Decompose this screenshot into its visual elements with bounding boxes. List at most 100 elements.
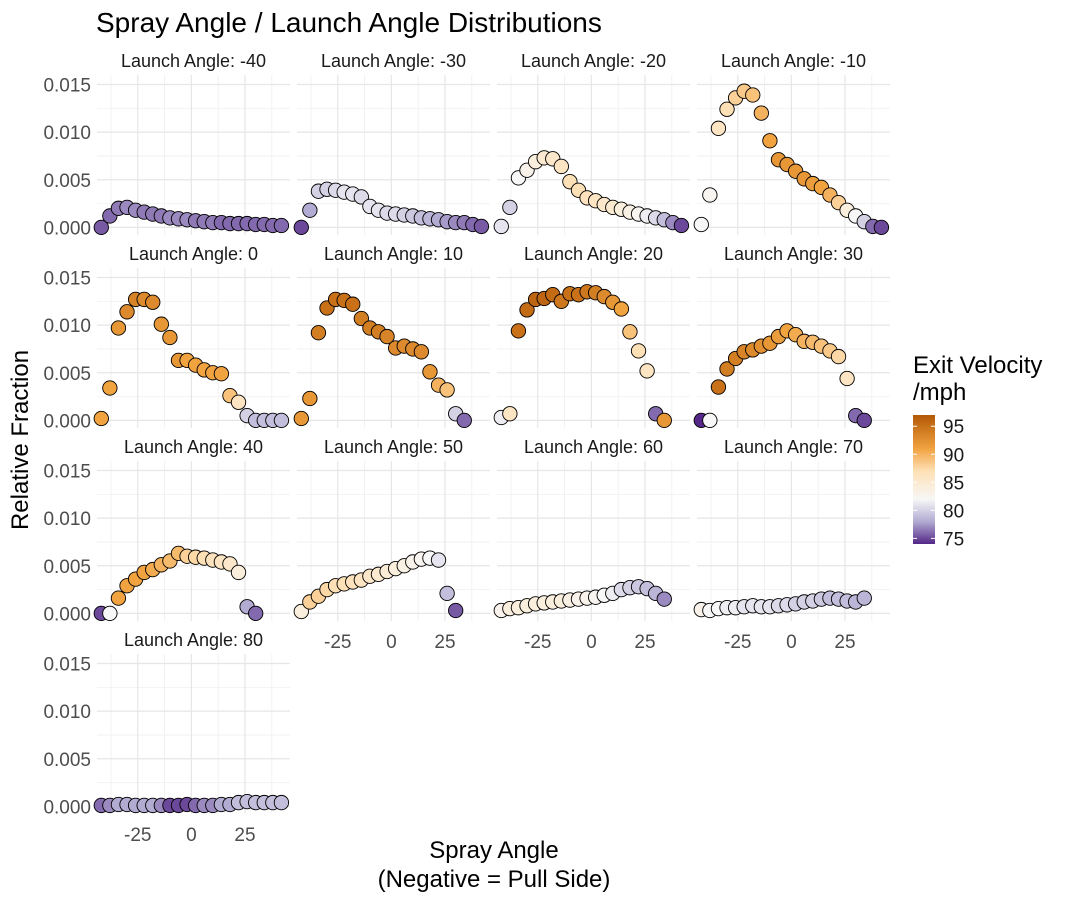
- facet-label: Launch Angle: 80: [124, 630, 263, 650]
- y-tick-label: 0.005: [43, 557, 91, 578]
- x-axis-label: Spray Angle (Negative = Pull Side): [378, 837, 611, 893]
- facet-panel: Launch Angle: 20: [493, 244, 690, 429]
- x-tick-label: -25: [524, 632, 551, 653]
- facet-label: Launch Angle: 20: [524, 244, 663, 264]
- facet-panel: Launch Angle: 80 0.000 0.005 0.010 0.015 -25 0…: [43, 630, 290, 846]
- data-point: [110, 590, 127, 606]
- y-tick-label: 0.015: [43, 655, 91, 676]
- data-point: [839, 370, 855, 387]
- y-tick-label: 0.010: [43, 509, 91, 530]
- y-tick-label: 0.000: [43, 604, 91, 625]
- legend: Exit Velocity/mph 95 90 85 80 75: [913, 352, 1042, 550]
- data-point: [310, 325, 327, 341]
- data-point: [510, 323, 527, 339]
- facet-label: Launch Angle: -10: [721, 51, 866, 71]
- facet-panel: Launch Angle: 60 -25 0 25: [493, 437, 690, 653]
- y-tick-label: 0.010: [43, 123, 91, 144]
- data-point: [162, 329, 178, 346]
- facet-panel: Launch Angle: -30: [293, 51, 490, 236]
- data-point: [673, 217, 690, 234]
- data-point: [448, 602, 464, 619]
- legend-tick-label: 75: [943, 529, 964, 550]
- y-tick-label: 0.005: [43, 750, 91, 771]
- x-tick-label: 0: [786, 632, 797, 653]
- data-point: [422, 364, 438, 380]
- data-point: [702, 187, 718, 203]
- y-tick-label: 0.005: [43, 171, 91, 192]
- x-tick-label: 0: [186, 825, 197, 846]
- facet-panel: Launch Angle: 30: [693, 244, 890, 429]
- legend-tick-label: 95: [943, 417, 964, 438]
- facet-label: Launch Angle: 40: [124, 437, 263, 457]
- x-axis-label-line: Spray Angle: [429, 837, 558, 864]
- legend-title-line: /mph: [913, 379, 966, 406]
- data-point: [613, 301, 630, 317]
- facet-label: Launch Angle: -30: [321, 51, 466, 71]
- data-point: [753, 105, 769, 121]
- data-point: [302, 202, 318, 218]
- data-point: [102, 380, 118, 396]
- data-point: [430, 552, 447, 568]
- x-tick-label: -25: [124, 825, 151, 846]
- y-tick-label: 0.015: [43, 462, 91, 483]
- data-point: [213, 366, 230, 382]
- data-point: [762, 133, 778, 149]
- data-point: [353, 310, 369, 327]
- data-point: [353, 189, 369, 205]
- data-point: [230, 564, 247, 581]
- y-tick-label: 0.005: [43, 364, 91, 385]
- x-tick-label: 25: [234, 825, 255, 846]
- data-point: [248, 605, 264, 622]
- data-point: [873, 219, 890, 236]
- data-point: [830, 348, 847, 365]
- legend-title-line: Exit Velocity: [913, 352, 1042, 379]
- y-tick-label: 0.010: [43, 702, 91, 723]
- data-point: [145, 294, 161, 310]
- y-tick-label: 0.015: [43, 269, 91, 290]
- data-point: [656, 412, 672, 429]
- data-point: [119, 304, 135, 320]
- x-tick-label: -25: [724, 632, 751, 653]
- data-point: [493, 218, 509, 235]
- data-point: [473, 218, 490, 235]
- x-tick-label: 25: [434, 632, 455, 653]
- legend-tick-label: 90: [943, 445, 964, 466]
- legend-colorbar: [913, 415, 935, 544]
- data-point: [622, 324, 638, 340]
- data-point: [345, 296, 361, 312]
- facet-panel: Launch Angle: -40 0.000 0.005 0.010 0.015: [43, 51, 290, 239]
- data-point: [856, 412, 872, 429]
- x-tick-label: 25: [634, 632, 655, 653]
- facet-label: Launch Angle: 60: [524, 437, 663, 457]
- data-point: [273, 794, 290, 811]
- y-tick-label: 0.010: [43, 316, 91, 337]
- legend-title: Exit Velocity/mph: [913, 352, 1042, 406]
- x-tick-label: -25: [324, 632, 351, 653]
- data-point: [439, 382, 455, 398]
- data-point: [630, 343, 647, 359]
- data-point: [93, 219, 109, 236]
- x-axis-label-line: (Negative = Pull Side): [378, 866, 611, 893]
- data-point: [745, 87, 761, 103]
- legend-tick-label: 85: [943, 473, 964, 494]
- facet-panel: Launch Angle: 70 -25 0 25: [693, 437, 890, 653]
- data-point: [856, 590, 872, 606]
- data-point: [719, 101, 735, 117]
- data-point: [273, 412, 290, 429]
- x-tick-label: 25: [834, 632, 855, 653]
- facet-panel: Launch Angle: 0 0.000 0.005 0.010 0.015: [43, 244, 290, 432]
- facet-label: Launch Angle: 0: [129, 244, 258, 264]
- data-point: [102, 605, 118, 622]
- data-point: [639, 363, 655, 379]
- data-point: [413, 344, 430, 360]
- facet-label: Launch Angle: -40: [121, 51, 266, 71]
- x-tick-label: 0: [586, 632, 597, 653]
- data-point: [502, 406, 518, 422]
- data-point: [379, 328, 395, 345]
- legend-tick-label: 80: [943, 501, 964, 522]
- data-point: [293, 603, 309, 620]
- data-point: [273, 217, 290, 234]
- y-tick-label: 0.000: [43, 411, 91, 432]
- facet-label: Launch Angle: -20: [521, 51, 666, 71]
